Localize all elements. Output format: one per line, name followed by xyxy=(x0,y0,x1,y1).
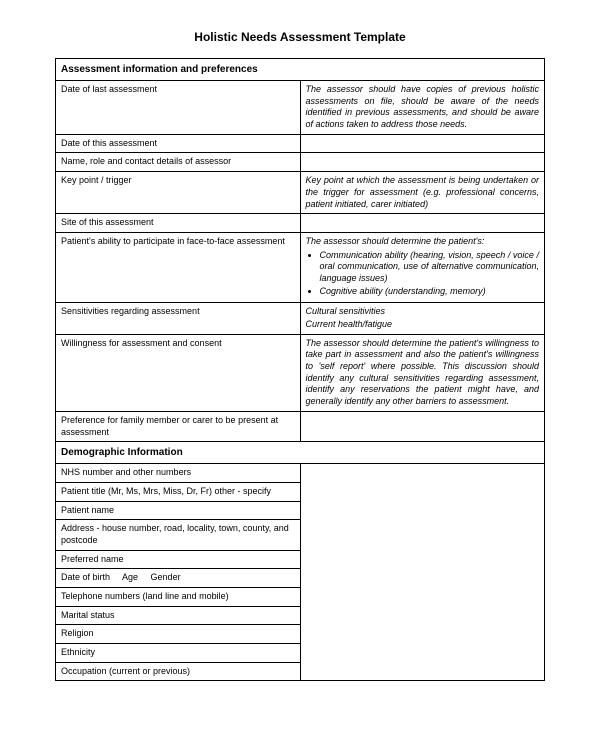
demo-title: Patient title (Mr, Ms, Mrs, Miss, Dr, Fr… xyxy=(56,482,301,501)
row-keypoint-desc: Key point at which the assessment is bei… xyxy=(300,172,545,214)
demo-ethnicity: Ethnicity xyxy=(56,644,301,663)
section1-header: Assessment information and preferences xyxy=(56,59,545,81)
row-site-desc xyxy=(300,214,545,233)
row-keypoint-label: Key point / trigger xyxy=(56,172,301,214)
row-willingness-desc: The assessor should determine the patien… xyxy=(300,334,545,411)
row-this-date-desc xyxy=(300,134,545,153)
row-willingness-label: Willingness for assessment and consent xyxy=(56,334,301,411)
demo-dob: Date of birth Age Gender xyxy=(56,569,301,588)
row-sensitivities-desc: Cultural sensitivities Current health/fa… xyxy=(300,303,545,334)
row-sensitivities-l1: Cultural sensitivities xyxy=(306,306,540,318)
demo-preferred: Preferred name xyxy=(56,550,301,569)
demo-marital: Marital status xyxy=(56,606,301,625)
row-preference-desc xyxy=(300,411,545,441)
row-sensitivities-l2: Current health/fatigue xyxy=(306,319,393,329)
row-this-date-label: Date of this assessment xyxy=(56,134,301,153)
row-sensitivities-label: Sensitivities regarding assessment xyxy=(56,303,301,334)
demo-nhs: NHS number and other numbers xyxy=(56,464,301,483)
row-site-label: Site of this assessment xyxy=(56,214,301,233)
demo-occupation: Occupation (current or previous) xyxy=(56,662,301,681)
row-assessor-label: Name, role and contact details of assess… xyxy=(56,153,301,172)
row-participate-bullet1: Communication ability (hearing, vision, … xyxy=(320,250,540,285)
demo-right xyxy=(300,464,545,681)
row-last-assessment-desc: The assessor should have copies of previ… xyxy=(300,81,545,135)
assessment-table: Assessment information and preferences D… xyxy=(55,58,545,681)
section2-header: Demographic Information xyxy=(56,442,545,464)
row-participate-label: Patient's ability to participate in face… xyxy=(56,232,301,302)
row-preference-label: Preference for family member or carer to… xyxy=(56,411,301,441)
demo-name: Patient name xyxy=(56,501,301,520)
row-assessor-desc xyxy=(300,153,545,172)
row-participate-bullet2: Cognitive ability (understanding, memory… xyxy=(320,286,540,298)
demo-address: Address - house number, road, locality, … xyxy=(56,520,301,550)
row-last-assessment-label: Date of last assessment xyxy=(56,81,301,135)
demo-phone: Telephone numbers (land line and mobile) xyxy=(56,588,301,607)
page-title: Holistic Needs Assessment Template xyxy=(55,30,545,44)
demo-religion: Religion xyxy=(56,625,301,644)
row-participate-desc: The assessor should determine the patien… xyxy=(300,232,545,302)
row-participate-lead: The assessor should determine the patien… xyxy=(306,236,540,248)
